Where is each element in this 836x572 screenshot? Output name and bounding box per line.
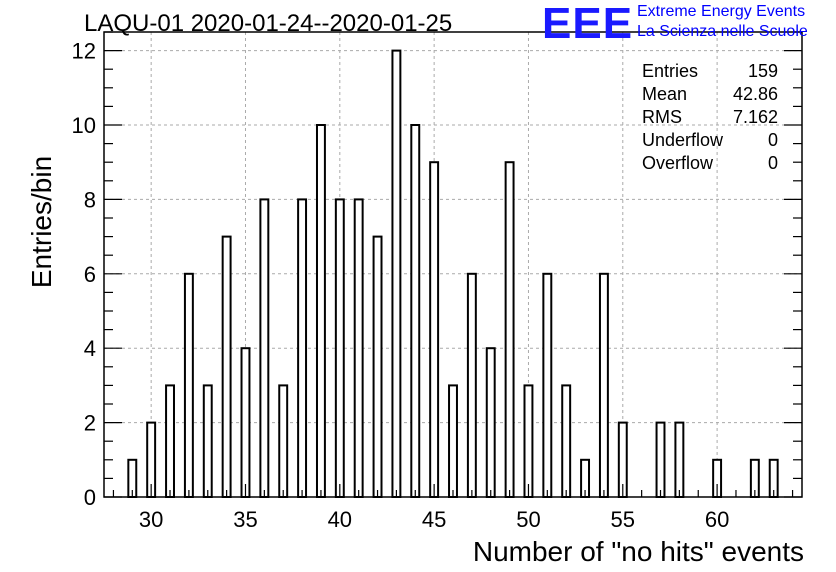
x-tick-labels: 30 35 40 45 50 55 60 xyxy=(139,507,729,532)
y-tick-label: 8 xyxy=(84,187,96,212)
stat-label: Underflow xyxy=(642,130,724,150)
chart-title: LAQU-01 2020-01-24--2020-01-25 xyxy=(84,10,453,37)
histogram-bar xyxy=(259,198,270,498)
x-axis-label: Number of "no hits" events xyxy=(472,536,804,567)
stat-label: Overflow xyxy=(642,153,714,173)
y-tick-label: 12 xyxy=(72,39,96,64)
histogram-bar xyxy=(598,272,609,498)
stat-value: 42.86 xyxy=(732,84,778,104)
histogram-bar xyxy=(165,384,175,498)
stat-label: RMS xyxy=(642,107,682,127)
histogram-bar xyxy=(504,161,515,498)
histogram-bar xyxy=(466,272,477,498)
histogram-bar xyxy=(561,384,572,498)
axis-ticks xyxy=(104,31,802,498)
histogram-bar xyxy=(429,161,440,498)
x-tick-label: 40 xyxy=(328,507,352,532)
histogram-bar xyxy=(334,198,345,498)
histogram-bar xyxy=(315,124,326,498)
histogram-bar xyxy=(183,272,194,498)
histogram-bar xyxy=(221,235,232,498)
stat-row-mean: Mean 42.86 xyxy=(642,83,778,106)
histogram-bar xyxy=(485,347,496,499)
histogram-bar xyxy=(391,49,402,498)
x-tick-label: 55 xyxy=(611,507,635,532)
histogram-bar xyxy=(655,421,666,499)
histogram-bar xyxy=(372,235,383,498)
y-tick-label: 6 xyxy=(84,262,96,287)
x-tick-label: 35 xyxy=(233,507,257,532)
x-tick-label: 30 xyxy=(139,507,163,532)
y-tick-label: 10 xyxy=(72,113,96,138)
histogram-bar xyxy=(240,347,251,499)
histogram-bar xyxy=(202,384,213,498)
histogram-bar xyxy=(542,272,553,498)
stat-value: 7.162 xyxy=(732,107,778,127)
stat-label: Entries xyxy=(642,61,699,81)
x-tick-label: 50 xyxy=(516,507,540,532)
histogram-bar xyxy=(278,384,289,498)
stat-value: 159 xyxy=(747,61,778,81)
stat-row-overflow: Overflow 0 xyxy=(642,152,778,175)
histogram-bar xyxy=(353,198,364,498)
histogram-bar xyxy=(674,421,685,499)
stat-row-rms: RMS 7.162 xyxy=(642,106,778,129)
logo-caption-line2: La Scienza nelle Scuole xyxy=(637,23,808,40)
eee-logo: EEE xyxy=(542,0,634,48)
stat-row-underflow: Underflow 0 xyxy=(642,129,778,152)
stat-row-entries: Entries 159 xyxy=(642,60,778,83)
x-tick-label: 45 xyxy=(422,507,446,532)
logo-caption-line1: Extreme Energy Events xyxy=(637,3,806,20)
stat-value: 0 xyxy=(767,153,778,173)
y-axis-label: Entries/bin xyxy=(26,155,57,289)
histogram-bar xyxy=(448,384,458,498)
y-tick-label: 2 xyxy=(84,411,96,436)
histogram-bar xyxy=(297,198,308,498)
logo-caption: Extreme Energy Events La Scienza nelle S… xyxy=(637,2,808,42)
histogram-bar xyxy=(410,124,421,498)
x-tick-label: 60 xyxy=(705,507,729,532)
y-tick-labels: 0 2 4 6 8 10 12 xyxy=(72,39,96,510)
y-tick-label: 4 xyxy=(84,336,96,361)
y-tick-label: 0 xyxy=(84,485,96,510)
stat-label: Mean xyxy=(642,84,688,104)
statistics-box: Entries 159 Mean 42.86 RMS 7.162 Underflow 0… xyxy=(642,60,778,175)
stat-value: 0 xyxy=(767,130,778,150)
histogram-bar xyxy=(523,384,534,498)
